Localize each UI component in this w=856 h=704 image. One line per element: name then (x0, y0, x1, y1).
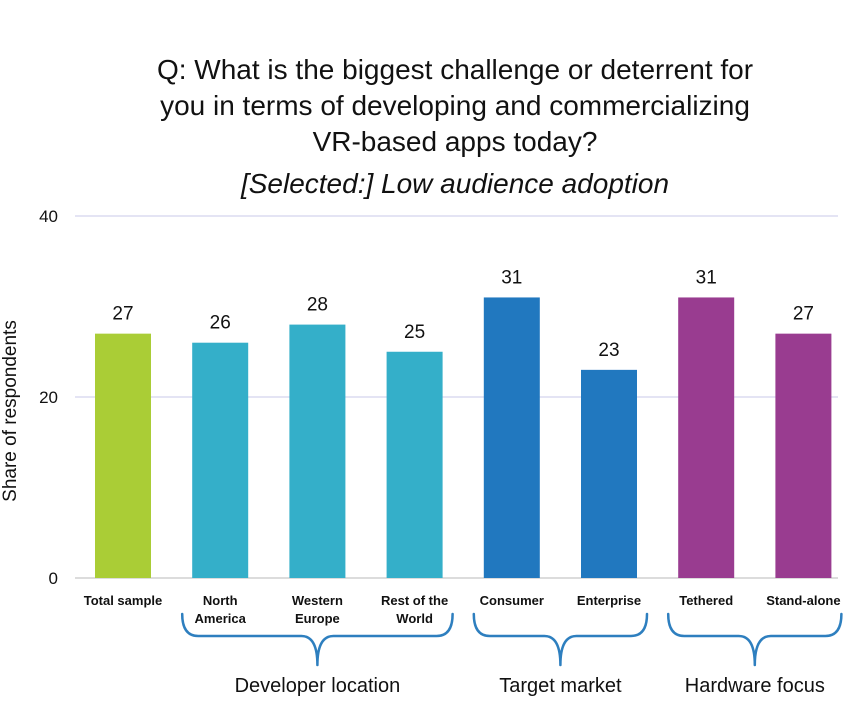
group-bracket (666, 612, 843, 667)
x-tick-label: North (203, 593, 238, 608)
data-label: 31 (696, 267, 717, 288)
bar (289, 324, 346, 578)
x-tick-label: Rest of the (381, 593, 448, 608)
bar (775, 333, 832, 578)
data-label: 23 (598, 340, 619, 361)
chart-title-line-2: you in terms of developing and commercia… (160, 90, 750, 121)
y-tick-label: 0 (49, 569, 58, 588)
x-tick-label: Consumer (480, 593, 544, 608)
y-tick-label: 20 (39, 388, 58, 407)
bar (678, 297, 735, 578)
bar (581, 369, 637, 578)
data-label: 27 (112, 304, 133, 325)
chart-title-line-3: VR-based apps today? (312, 126, 598, 157)
data-label: 27 (793, 304, 814, 325)
y-tick-label: 40 (39, 207, 58, 226)
x-tick-label: Tethered (679, 593, 733, 608)
bar (95, 333, 151, 578)
chart-title-line-1: Q: What is the biggest challenge or dete… (156, 54, 754, 85)
x-tick-label: Europe (295, 611, 340, 626)
x-tick-label: America (195, 611, 247, 626)
bar (192, 342, 249, 578)
group-label: Target market (499, 675, 622, 697)
data-label: 31 (501, 267, 522, 288)
data-label: 26 (210, 313, 231, 334)
group-bracket (180, 612, 454, 667)
bar (483, 297, 540, 578)
x-tick-label: Total sample (84, 593, 163, 608)
data-label: 28 (307, 295, 328, 316)
group-bracket (472, 612, 649, 667)
x-tick-label: Stand-alone (766, 593, 840, 608)
group-label: Hardware focus (685, 675, 825, 697)
y-axis-label: Share of respondents (0, 320, 21, 502)
bar (386, 351, 443, 578)
x-tick-label: World (396, 611, 433, 626)
x-tick-label: Western (292, 593, 343, 608)
chart-subtitle: [Selected:] Low audience adoption (240, 168, 670, 199)
data-label: 25 (404, 322, 425, 343)
x-tick-label: Enterprise (577, 593, 641, 608)
group-label: Developer location (235, 675, 401, 697)
